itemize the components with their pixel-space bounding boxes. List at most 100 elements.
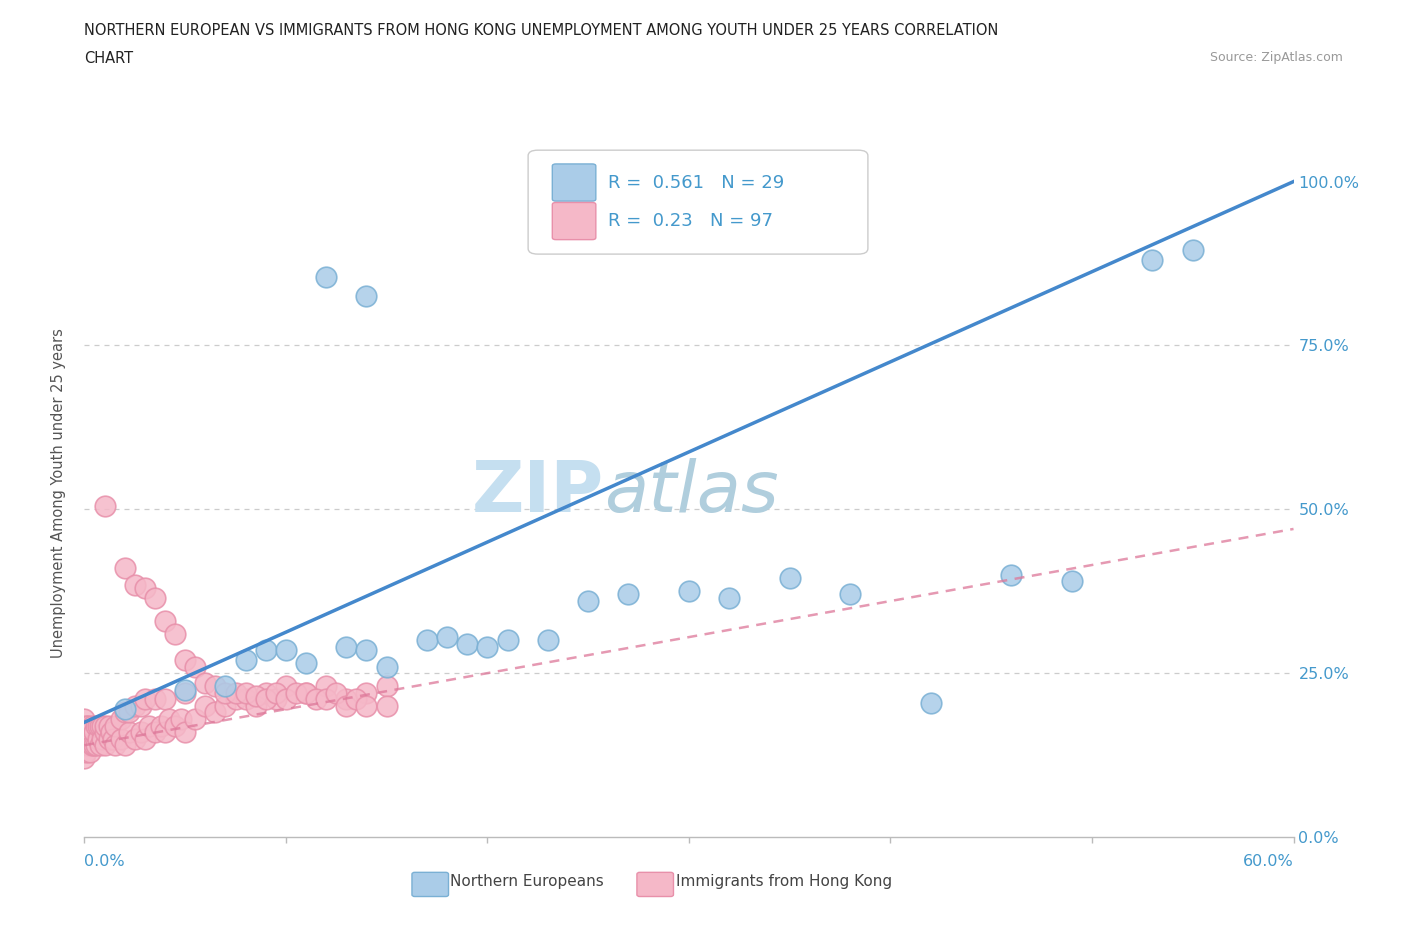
- Point: [73, 711, 96, 726]
- Point: [274, 679, 297, 694]
- Point: [114, 737, 136, 752]
- Point: [305, 692, 328, 707]
- Point: [73, 724, 96, 739]
- Point: [678, 584, 700, 599]
- Point: [204, 679, 226, 694]
- Point: [170, 711, 193, 726]
- Point: [104, 737, 127, 752]
- Point: [174, 685, 197, 700]
- Point: [1181, 243, 1204, 258]
- Point: [110, 731, 132, 746]
- Point: [456, 636, 478, 651]
- Point: [153, 692, 176, 707]
- Point: [375, 659, 398, 674]
- Point: [165, 627, 187, 642]
- Point: [118, 724, 141, 739]
- Y-axis label: Unemployment Among Youth under 25 years: Unemployment Among Youth under 25 years: [51, 328, 66, 658]
- Point: [335, 698, 357, 713]
- Point: [79, 724, 101, 739]
- Point: [174, 653, 197, 668]
- Point: [157, 711, 180, 726]
- Point: [87, 731, 110, 746]
- Point: [138, 718, 160, 733]
- Point: [537, 633, 560, 648]
- Point: [174, 724, 197, 739]
- Point: [77, 718, 100, 733]
- Point: [143, 724, 166, 739]
- Text: Northern Europeans: Northern Europeans: [450, 874, 603, 889]
- Text: NORTHERN EUROPEAN VS IMMIGRANTS FROM HONG KONG UNEMPLOYMENT AMONG YOUTH UNDER 25: NORTHERN EUROPEAN VS IMMIGRANTS FROM HON…: [84, 23, 998, 38]
- Point: [436, 630, 458, 644]
- Point: [264, 685, 287, 700]
- Point: [143, 591, 166, 605]
- Point: [91, 718, 114, 733]
- Point: [153, 724, 176, 739]
- Point: [245, 698, 267, 713]
- Point: [254, 685, 277, 700]
- Point: [264, 692, 287, 707]
- Point: [89, 737, 111, 752]
- Point: [335, 640, 357, 655]
- Point: [101, 731, 124, 746]
- FancyBboxPatch shape: [529, 150, 868, 254]
- Point: [617, 587, 640, 602]
- Point: [285, 685, 308, 700]
- Point: [153, 613, 176, 628]
- Point: [325, 685, 347, 700]
- Point: [124, 578, 146, 592]
- Text: Immigrants from Hong Kong: Immigrants from Hong Kong: [676, 874, 893, 889]
- Point: [89, 718, 111, 733]
- Point: [86, 718, 108, 733]
- Point: [149, 718, 172, 733]
- Point: [315, 692, 337, 707]
- Point: [97, 731, 120, 746]
- Point: [73, 751, 96, 765]
- Point: [93, 737, 115, 752]
- Text: R =  0.561   N = 29: R = 0.561 N = 29: [607, 174, 785, 192]
- Point: [129, 698, 152, 713]
- Point: [143, 692, 166, 707]
- Point: [576, 593, 599, 608]
- Point: [129, 724, 152, 739]
- Text: ZIP: ZIP: [472, 458, 605, 527]
- Point: [91, 731, 114, 746]
- Point: [356, 289, 378, 304]
- Point: [254, 692, 277, 707]
- Point: [295, 685, 318, 700]
- Point: [839, 587, 862, 602]
- Point: [194, 675, 217, 690]
- Point: [335, 692, 357, 707]
- Point: [1000, 567, 1022, 582]
- Point: [375, 698, 398, 713]
- Text: Source: ZipAtlas.com: Source: ZipAtlas.com: [1209, 51, 1343, 64]
- Point: [496, 633, 519, 648]
- Point: [165, 718, 187, 733]
- Text: CHART: CHART: [84, 51, 134, 66]
- Point: [118, 705, 141, 720]
- Text: atlas: atlas: [605, 458, 779, 527]
- Point: [225, 685, 247, 700]
- Point: [204, 705, 226, 720]
- Point: [235, 685, 257, 700]
- Point: [274, 643, 297, 658]
- Point: [184, 711, 207, 726]
- Point: [86, 737, 108, 752]
- Point: [83, 724, 105, 739]
- Point: [254, 643, 277, 658]
- FancyBboxPatch shape: [553, 164, 596, 201]
- Point: [356, 698, 378, 713]
- Text: 60.0%: 60.0%: [1243, 854, 1294, 869]
- Point: [274, 692, 297, 707]
- Point: [1142, 253, 1164, 268]
- Point: [174, 682, 197, 697]
- Point: [104, 718, 127, 733]
- Point: [77, 737, 100, 752]
- Point: [110, 711, 132, 726]
- Text: 0.0%: 0.0%: [84, 854, 125, 869]
- Point: [235, 653, 257, 668]
- Point: [1060, 574, 1083, 589]
- Point: [114, 702, 136, 717]
- Point: [93, 498, 115, 513]
- Point: [295, 685, 318, 700]
- FancyBboxPatch shape: [553, 203, 596, 240]
